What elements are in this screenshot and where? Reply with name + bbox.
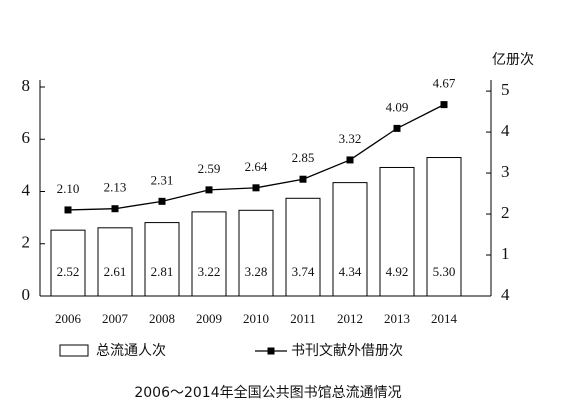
y2-tick-label: 1: [501, 244, 510, 263]
y-tick-label: 8: [22, 76, 31, 95]
y-tick-label: 6: [22, 128, 31, 147]
x-tick-label: 2007: [102, 311, 129, 326]
legend-label: 书刊文献外借册次: [291, 343, 403, 359]
line-marker: [252, 184, 260, 192]
line-marker: [346, 156, 354, 164]
line-marker: [393, 124, 401, 132]
bar-value-label: 3.28: [245, 264, 268, 279]
legend-marker: [267, 347, 275, 355]
legend-swatch: [59, 344, 89, 357]
bar: [379, 166, 415, 297]
x-tick-label: 2013: [384, 311, 410, 326]
line-marker: [299, 175, 307, 183]
bar-value-label: 4.34: [339, 264, 362, 279]
y2-tick-label: 4: [501, 121, 510, 140]
bar: [332, 182, 368, 297]
y2-tick-label: 5: [501, 80, 510, 99]
bar: [285, 197, 321, 297]
bar-value-label: 5.30: [433, 264, 456, 279]
bar-value-label: 2.81: [151, 264, 174, 279]
legend-label: 总流通人次: [96, 343, 166, 359]
y2-axis-label: 亿册次: [492, 52, 534, 68]
y2-tick-label: 2: [501, 203, 510, 222]
line-value-label: 4.09: [386, 99, 409, 114]
bar: [426, 157, 462, 297]
x-tick-label: 2009: [196, 311, 222, 326]
x-tick-label: 2008: [149, 311, 175, 326]
bar-value-label: 3.74: [292, 264, 315, 279]
x-tick-label: 2010: [243, 311, 269, 326]
bar-value-label: 2.52: [57, 264, 80, 279]
bar-value-label: 3.22: [198, 264, 221, 279]
line-value-label: 3.32: [339, 131, 362, 146]
line-marker: [64, 206, 72, 214]
x-tick-label: 2011: [290, 311, 316, 326]
bar: [144, 222, 180, 297]
y-tick-label: 4: [22, 180, 31, 199]
line-value-label: 2.59: [198, 161, 221, 176]
line-value-label: 2.13: [104, 180, 127, 195]
line-marker: [205, 186, 213, 194]
line-marker: [440, 101, 448, 109]
line-value-label: 2.10: [57, 181, 80, 196]
line-value-label: 2.85: [292, 150, 315, 165]
line-value-label: 4.67: [433, 76, 456, 91]
bar: [97, 227, 133, 297]
x-tick-label: 2012: [337, 311, 363, 326]
bar: [50, 229, 86, 297]
line-value-label: 2.64: [245, 159, 268, 174]
x-tick-label: 2014: [431, 311, 458, 326]
y-tick-label: 0: [22, 285, 31, 304]
bar: [191, 211, 227, 297]
chart-title: 2006～2014年全国公共图书馆总流通情况: [134, 384, 401, 401]
y2-tick-label: 3: [501, 162, 510, 181]
bar: [238, 209, 274, 297]
bar-value-label: 4.92: [386, 264, 409, 279]
x-tick-label: 2006: [55, 311, 82, 326]
y2-tick-label: 4: [501, 285, 510, 304]
bar-value-label: 2.61: [104, 264, 127, 279]
line-value-label: 2.31: [151, 172, 174, 187]
line-marker: [158, 197, 166, 205]
y-tick-label: 2: [22, 233, 31, 252]
line-marker: [111, 205, 119, 213]
